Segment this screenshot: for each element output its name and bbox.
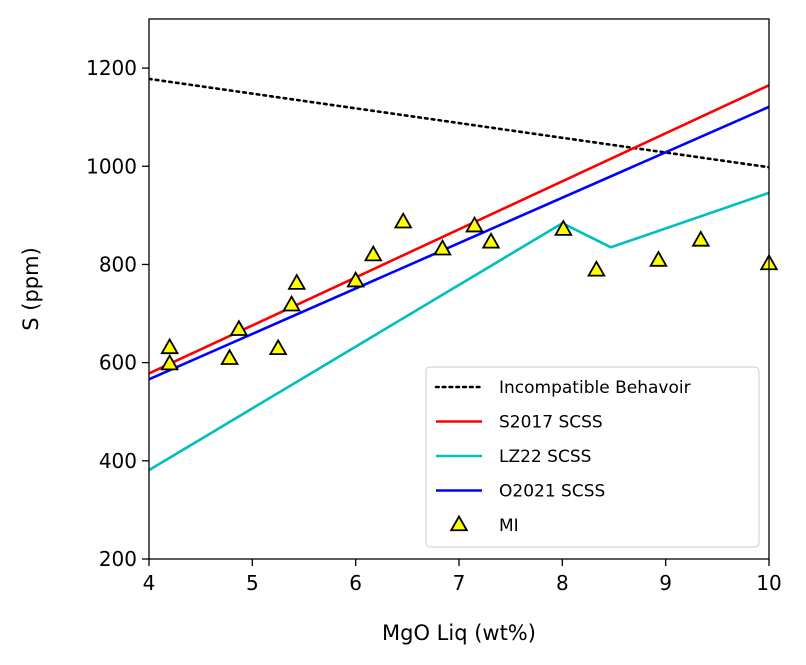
y-tick-label: 200 — [99, 547, 137, 571]
mi-point — [160, 353, 180, 371]
series-line-s2017-scss — [149, 84, 769, 375]
mi-point — [160, 337, 180, 355]
mi-point — [649, 250, 668, 267]
y-tick-label: 1000 — [86, 154, 137, 178]
y-tick-label: 600 — [99, 351, 137, 375]
legend-label: LZ22 SCSS — [499, 447, 591, 467]
mi-point — [220, 348, 239, 365]
y-tick-label: 400 — [99, 449, 137, 473]
x-tick-label: 4 — [143, 571, 156, 595]
legend-box — [425, 366, 760, 548]
mi-point — [554, 219, 573, 236]
mi-point — [229, 319, 249, 336]
mi-point — [268, 338, 288, 356]
x-axis-label: MgO Liq (wt%) — [382, 621, 536, 645]
legend-label: MI — [499, 516, 519, 536]
mi-point — [587, 260, 606, 277]
series-line-lz22-scss — [149, 191, 769, 472]
mi-point — [346, 270, 366, 288]
y-tick-label: 1200 — [86, 56, 137, 80]
mi-point — [465, 215, 484, 233]
marker-layer — [160, 211, 779, 371]
mi-point — [481, 232, 501, 249]
series-layer — [149, 77, 769, 472]
legend-label: S2017 SCSS — [499, 413, 603, 433]
mi-point — [691, 230, 711, 247]
mi-point — [363, 244, 383, 262]
legend-label: Incompatible Behavoir — [499, 378, 691, 398]
mi-point — [287, 273, 307, 290]
legend: Incompatible Behavoir S2017 SCSS LZ22 SCSS… — [425, 366, 760, 548]
x-tick-label: 10 — [756, 571, 781, 595]
mi-point — [282, 294, 301, 312]
legend-label: O2021 SCSS — [499, 482, 605, 502]
x-tick-label: 9 — [659, 571, 672, 595]
y-axis: 200 400 600 800 1000 1200 — [86, 56, 149, 571]
y-axis-label: S (ppm) — [19, 247, 43, 331]
x-tick-label: 5 — [246, 571, 259, 595]
x-tick-label: 7 — [453, 571, 466, 595]
x-tick-label: 8 — [556, 571, 569, 595]
series-line-incompatible-behavoir — [149, 77, 769, 169]
legend-swatch — [449, 514, 469, 532]
y-tick-label: 800 — [99, 252, 137, 276]
x-tick-label: 6 — [349, 571, 362, 595]
series-line-o2021-scss — [149, 105, 769, 381]
mi-point — [433, 238, 452, 256]
mi-point — [393, 211, 413, 229]
x-axis: 4 5 6 7 8 9 10 — [143, 559, 782, 595]
